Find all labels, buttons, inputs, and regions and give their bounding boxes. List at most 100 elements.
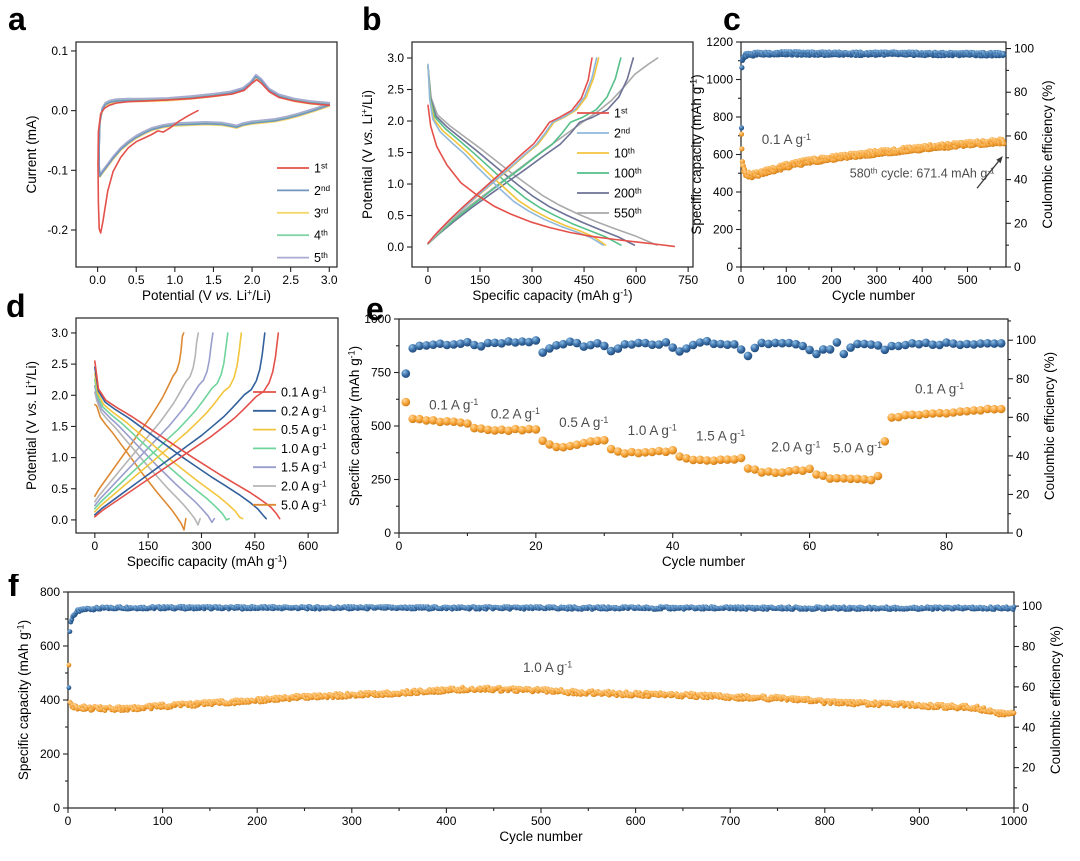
annotation-arrow bbox=[976, 156, 1003, 189]
x-tick-label: 0 bbox=[425, 273, 432, 287]
y-tick-label: 2.5 bbox=[387, 83, 404, 97]
x-tick-label: 200 bbox=[822, 273, 842, 287]
annotation-text: 1.0 A g-1 bbox=[628, 423, 677, 438]
y-tick-label: 1.5 bbox=[387, 146, 404, 160]
series-charge-1 bbox=[427, 57, 593, 244]
y-tick-label: 0.5 bbox=[51, 482, 68, 496]
series-charge-1.0 bbox=[94, 332, 229, 510]
annotation-text: 0.2 A g-1 bbox=[491, 406, 540, 421]
series-discharge-0.2 bbox=[94, 366, 267, 520]
legend-label: 1.5 A g-1 bbox=[281, 461, 327, 475]
x-axis-label: Cycle number bbox=[662, 554, 746, 569]
legend-label: 1.0 A g-1 bbox=[281, 442, 327, 456]
series-discharge-0.5 bbox=[94, 372, 244, 520]
y-tick-label: 1.0 bbox=[51, 451, 68, 465]
series-discharge-1 bbox=[427, 104, 676, 248]
annotation-text: 1.0 A g-1 bbox=[523, 660, 572, 675]
plot-frame bbox=[398, 318, 1009, 534]
y2-axis-label: Coulombic efficiency (%) bbox=[1048, 626, 1063, 774]
annotation-text: 580th cycle: 671.4 mAh g-1 bbox=[850, 166, 995, 180]
panel-letter-f: f bbox=[8, 574, 19, 603]
y2-tick-label: 80 bbox=[1016, 372, 1030, 386]
x-tick-label: 450 bbox=[574, 273, 594, 287]
x-tick-label: 700 bbox=[720, 814, 740, 828]
axis-ticks bbox=[736, 41, 1011, 272]
legend-label: 0.5 A g-1 bbox=[281, 423, 327, 437]
x-tick-label: 60 bbox=[803, 539, 817, 553]
series-coulombic-efficiency bbox=[401, 336, 1006, 378]
y-tick-label: 200 bbox=[40, 747, 60, 761]
y-tick-label: 600 bbox=[713, 148, 733, 162]
series-charge-550 bbox=[427, 57, 659, 245]
y2-tick-label: 20 bbox=[1016, 487, 1030, 501]
y-tick-label: 2.0 bbox=[387, 114, 404, 128]
chart-e: 0 20 40 60 80 0 250 500 750 1000 0 20 40 60 80 100 Cycle… bbox=[347, 291, 1057, 569]
series-cv-cycle-5 bbox=[98, 73, 331, 176]
x-tick-label: 1.5 bbox=[205, 273, 222, 287]
legend-label: 1st bbox=[614, 107, 628, 121]
x-tick-label: 80 bbox=[940, 539, 954, 553]
legend-label: 0.2 A g-1 bbox=[281, 404, 327, 418]
x-tick-label: 40 bbox=[666, 539, 680, 553]
axis-ticks bbox=[407, 57, 689, 272]
axis-ticks bbox=[63, 591, 1019, 813]
y2-tick-label: 100 bbox=[1014, 42, 1034, 56]
series-specific-capacity bbox=[66, 662, 1017, 718]
x-tick-label: 300 bbox=[867, 273, 887, 287]
series-cv-cycle-2 bbox=[98, 75, 331, 178]
y-tick-label: 0.1 bbox=[51, 44, 68, 58]
x-tick-label: 300 bbox=[191, 539, 211, 553]
y2-tick-label: 40 bbox=[1014, 173, 1028, 187]
annotation-text: 0.5 A g-1 bbox=[559, 415, 608, 430]
x-tick-label: 150 bbox=[470, 273, 490, 287]
legend: 0.1 A g-1 0.2 A g-1 0.5 A g-1 1.0 A g-1 1.5 … bbox=[253, 386, 327, 512]
series-cv-cycle-3 bbox=[98, 76, 331, 178]
x-tick-label: 0 bbox=[738, 273, 745, 287]
y-tick-label: 1200 bbox=[706, 35, 733, 49]
y-tick-label: 1000 bbox=[364, 312, 391, 326]
y2-tick-label: 100 bbox=[1016, 333, 1036, 347]
series-specific-capacity bbox=[738, 131, 1007, 181]
series-coulombic-efficiency bbox=[66, 603, 1017, 691]
panel-d-rate-profiles: 0 150 300 450 600 0.0 0.5 1.0 1.5 2.0 2.5 3.0 Specif… bbox=[0, 287, 356, 597]
y2-axis-label: Coulombic efficiency (%) bbox=[1040, 80, 1055, 228]
x-tick-label: 20 bbox=[529, 539, 543, 553]
legend: 1st 2nd 3rd 4th 5th bbox=[277, 162, 331, 265]
legend-label: 2.0 A g-1 bbox=[281, 480, 327, 494]
legend: 1st 2nd 10th 100th 200th 550th bbox=[577, 107, 642, 221]
chart-c: 0 100 200 300 400 500 0 200 400 600 800 1000 1200 0 20… bbox=[690, 1, 1055, 303]
x-axis-label: Potential (V vs. Li+/Li) bbox=[142, 288, 271, 303]
x-tick-label: 400 bbox=[436, 814, 456, 828]
x-tick-label: 600 bbox=[626, 814, 646, 828]
y-tick-label: 800 bbox=[40, 585, 60, 599]
plot-frame bbox=[411, 41, 694, 268]
x-tick-label: 200 bbox=[247, 814, 267, 828]
axis-ticks bbox=[71, 50, 330, 272]
y-tick-label: 200 bbox=[713, 223, 733, 237]
x-tick-label: 600 bbox=[298, 539, 318, 553]
plot-frame bbox=[75, 41, 338, 268]
chart-d: 0 150 300 450 600 0.0 0.5 1.0 1.5 2.0 2.5 3.0 Specif… bbox=[6, 288, 339, 569]
x-tick-label: 0.5 bbox=[128, 273, 145, 287]
y-axis-label: Potential (V vs. Li+/Li) bbox=[24, 361, 39, 490]
panel-c-cycling-performance: 0 100 200 300 400 500 0 200 400 600 800 1000 1200 0 20… bbox=[690, 0, 1080, 310]
y-tick-label: 0.0 bbox=[387, 240, 404, 254]
series-discharge-0.1 bbox=[94, 360, 281, 520]
series-discharge-10 bbox=[427, 64, 607, 246]
annotation-text: 0.1 A g-1 bbox=[915, 381, 964, 396]
y-tick-label: 1.0 bbox=[387, 177, 404, 191]
y2-tick-label: 80 bbox=[1022, 640, 1036, 654]
y-tick-label: -0.2 bbox=[47, 223, 68, 237]
y-tick-label: -0.1 bbox=[47, 163, 68, 177]
legend-label: 5.0 A g-1 bbox=[281, 498, 327, 512]
series-coulombic-efficiency bbox=[738, 49, 1007, 131]
y2-tick-label: 40 bbox=[1022, 720, 1036, 734]
legend-label: 2nd bbox=[314, 184, 331, 198]
series-charge-2.0 bbox=[94, 332, 200, 503]
x-tick-label: 500 bbox=[957, 273, 977, 287]
y2-tick-label: 0 bbox=[1016, 526, 1023, 540]
y-tick-label: 0 bbox=[726, 260, 733, 274]
x-axis-label: Cycle number bbox=[499, 829, 583, 844]
legend-label: 4th bbox=[314, 229, 328, 243]
